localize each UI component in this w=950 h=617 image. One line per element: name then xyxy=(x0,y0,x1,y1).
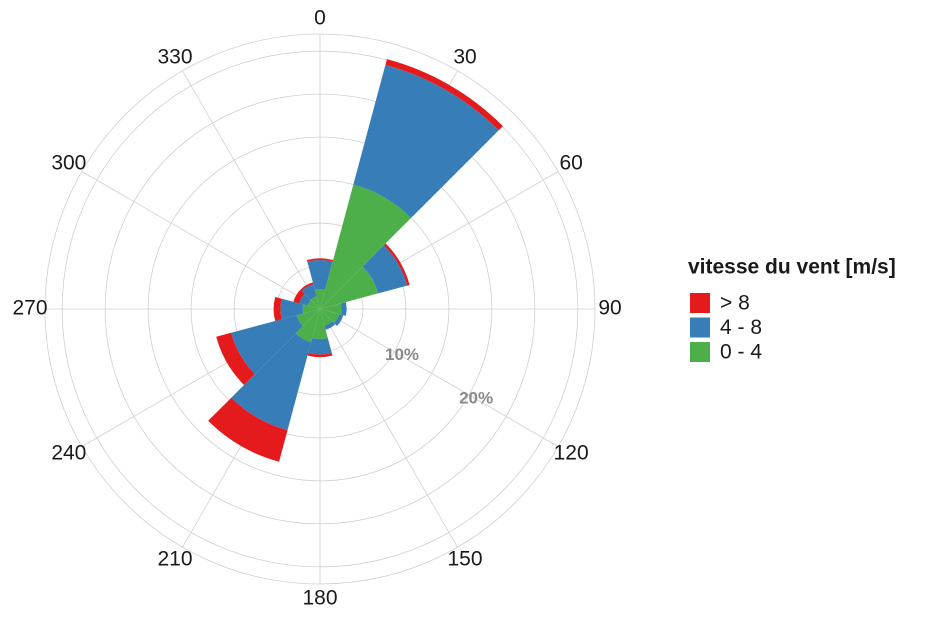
sector xyxy=(302,304,320,314)
sector xyxy=(296,309,320,327)
angle-label: 270 xyxy=(12,297,47,320)
grid-spoke xyxy=(319,308,559,447)
angle-label: 330 xyxy=(157,45,192,68)
sector xyxy=(231,333,312,431)
angle-label: 150 xyxy=(447,548,482,571)
angle-label: 30 xyxy=(453,45,476,68)
angle-label: 120 xyxy=(554,442,589,465)
sector xyxy=(320,184,412,309)
sector xyxy=(300,282,314,291)
sector xyxy=(333,314,344,327)
legend-key xyxy=(690,342,710,362)
sector xyxy=(320,309,333,326)
sector xyxy=(307,299,320,309)
sector xyxy=(208,397,288,462)
angle-label: 240 xyxy=(51,442,86,465)
sector xyxy=(310,296,320,309)
sector xyxy=(306,258,334,262)
legend-label: > 8 xyxy=(720,292,750,315)
sector xyxy=(385,59,503,131)
sector xyxy=(295,309,320,343)
angle-label: 60 xyxy=(559,152,582,175)
sector xyxy=(362,245,408,294)
legend-key xyxy=(690,317,710,338)
sector xyxy=(353,64,499,218)
grid-spoke xyxy=(182,70,321,310)
legend-key xyxy=(690,293,710,313)
grid-spoke xyxy=(81,171,321,310)
sector xyxy=(340,302,347,316)
sector xyxy=(320,303,342,315)
sector xyxy=(383,243,410,286)
sector xyxy=(307,352,333,358)
sector xyxy=(307,260,333,290)
radial-label: 20% xyxy=(459,389,493,408)
angle-label: 180 xyxy=(302,587,337,610)
sector xyxy=(314,289,326,309)
sector xyxy=(231,315,303,375)
legend-label: 4 - 8 xyxy=(720,316,762,339)
angle-label: 210 xyxy=(157,548,192,571)
grid-spoke xyxy=(319,308,458,548)
sector xyxy=(301,284,317,300)
sector xyxy=(308,338,332,355)
sector xyxy=(320,309,340,323)
sector xyxy=(273,296,282,322)
legend-title: vitesse du vent [m/s] xyxy=(688,256,896,279)
angle-label: 0 xyxy=(314,7,326,30)
sector xyxy=(320,266,379,309)
sector xyxy=(324,321,336,330)
angle-label: 300 xyxy=(51,152,86,175)
sector xyxy=(299,293,311,306)
angle-label: 90 xyxy=(598,297,621,320)
legend-label: 0 - 4 xyxy=(720,341,762,364)
sector xyxy=(293,289,305,304)
sector xyxy=(216,332,255,385)
sector xyxy=(312,309,328,340)
sector xyxy=(280,298,304,320)
radial-label: 10% xyxy=(385,345,419,364)
